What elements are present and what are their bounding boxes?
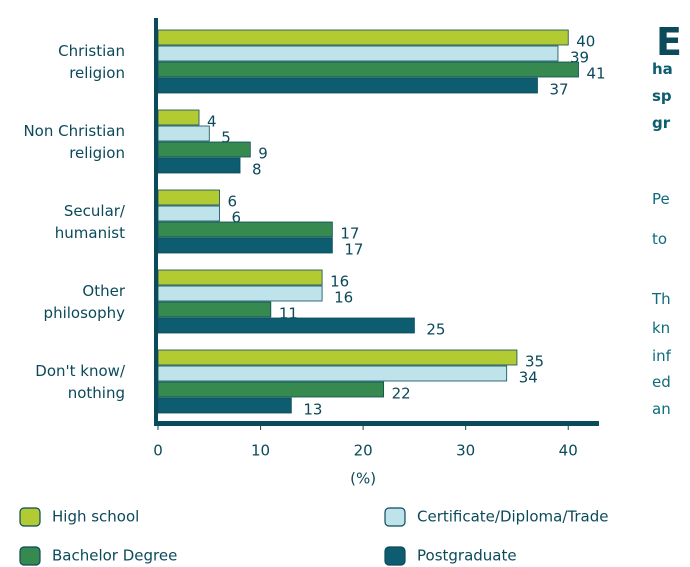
side-subheading: sp	[652, 87, 672, 105]
bar	[157, 349, 518, 366]
bar	[157, 157, 241, 174]
legend-swatch	[384, 546, 406, 566]
data-label: 16	[330, 273, 349, 291]
bar	[157, 285, 323, 302]
x-axis-label: (%)	[350, 470, 376, 488]
side-paragraph-line: ed	[652, 373, 671, 391]
data-label: 41	[586, 65, 605, 83]
data-label: 6	[228, 193, 238, 211]
legend-label: High school	[52, 508, 139, 526]
x-axis	[154, 421, 599, 426]
legend-label: Bachelor Degree	[52, 547, 177, 565]
bar	[157, 141, 251, 158]
category-label: Don't know/ nothing	[35, 362, 125, 402]
data-label: 17	[344, 241, 363, 259]
data-label: 25	[426, 321, 445, 339]
side-paragraph-line: kn	[652, 319, 671, 337]
bar	[157, 61, 579, 78]
data-label: 34	[519, 369, 538, 387]
category-label: Christian religion	[58, 42, 125, 82]
side-subheading: gr	[652, 114, 671, 132]
y-axis	[154, 18, 158, 426]
x-tick-label: 30	[456, 442, 475, 460]
x-tick-label: 10	[251, 442, 270, 460]
bar	[157, 45, 559, 62]
category-label: Non Christian religion	[23, 122, 125, 162]
bar	[157, 125, 210, 142]
bar	[157, 237, 333, 254]
side-paragraph-line: Th	[652, 290, 671, 308]
x-tick-label: 20	[354, 442, 373, 460]
category-label: Secular/ humanist	[54, 202, 125, 242]
data-label: 37	[549, 81, 568, 99]
side-paragraph-line: an	[652, 400, 671, 418]
bar	[157, 77, 538, 94]
bar	[157, 365, 508, 382]
side-paragraph-line: to	[652, 230, 668, 248]
data-label: 22	[392, 385, 411, 403]
bar	[157, 109, 200, 126]
side-heading: E	[656, 20, 682, 64]
legend-label: Postgraduate	[417, 547, 517, 565]
data-label: 9	[258, 145, 268, 163]
data-label: 16	[334, 289, 353, 307]
bar	[157, 381, 385, 398]
bar	[157, 205, 220, 222]
legend-swatch	[19, 546, 41, 566]
bar	[157, 269, 323, 286]
data-label: 40	[576, 33, 595, 51]
bar	[157, 221, 333, 238]
bar	[157, 189, 220, 206]
legend-swatch	[384, 507, 406, 527]
bar	[157, 29, 569, 46]
side-paragraph-line: Pe	[652, 190, 670, 208]
side-paragraph-line: inf	[652, 347, 671, 365]
data-label: 5	[221, 129, 231, 147]
bar	[157, 301, 272, 318]
x-tick-label: 40	[559, 442, 578, 460]
legend-swatch	[19, 507, 41, 527]
legend-label: Certificate/Diploma/Trade	[417, 508, 608, 526]
data-label: 6	[232, 209, 242, 227]
category-label: Other philosophy	[43, 282, 125, 322]
side-subheading: ha	[652, 60, 673, 78]
bar	[157, 397, 292, 414]
data-label: 13	[303, 401, 322, 419]
data-label: 17	[340, 225, 359, 243]
data-label: 4	[207, 113, 217, 131]
bar	[157, 317, 415, 334]
x-tick-label: 0	[153, 442, 163, 460]
data-label: 35	[525, 353, 544, 371]
data-label: 8	[252, 161, 262, 179]
